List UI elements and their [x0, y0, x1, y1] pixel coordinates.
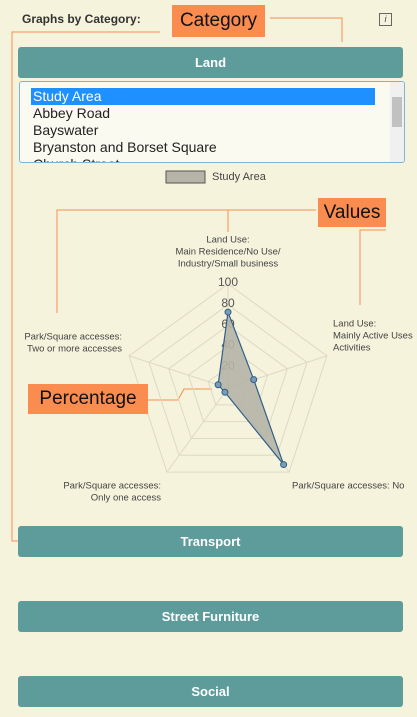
list-item[interactable]: Bayswater — [33, 122, 99, 138]
scroll-thumb[interactable] — [392, 97, 402, 127]
annotation: Values — [318, 198, 386, 227]
axis-label: Park/Square accesses: No — [292, 481, 404, 492]
section-button[interactable]: Land — [18, 47, 403, 78]
grid-ring — [128, 283, 328, 473]
section-button[interactable]: Transport — [18, 526, 403, 557]
legend-label: Study Area — [212, 171, 267, 183]
annotation: Category — [172, 5, 265, 37]
r-tick-label: 80 — [221, 296, 235, 310]
axis-label: Two or more accesses — [27, 344, 122, 355]
axis-label: Land Use: — [206, 235, 249, 246]
radar-point — [214, 381, 222, 389]
scrollbar[interactable] — [390, 82, 404, 162]
grid-ring — [187, 345, 269, 423]
axis-label: Land Use: — [333, 319, 376, 330]
spoke — [166, 387, 229, 473]
annotation-lines — [11, 17, 386, 542]
list-item[interactable]: Bryanston and Borset Square — [33, 139, 217, 155]
annotation: Percentage — [28, 384, 148, 414]
list-item[interactable]: Study Area — [31, 88, 375, 105]
axis-label: Main Residence/No Use/ — [175, 247, 280, 258]
legend-swatch — [165, 170, 206, 184]
info-icon[interactable]: i — [379, 13, 392, 26]
list-item[interactable]: Church Street — [31, 156, 375, 162]
axis-label: Industry/Small business — [178, 259, 279, 270]
radar-point — [224, 308, 232, 316]
axis-label: Mainly Active Uses — [333, 331, 413, 342]
radar-point — [280, 461, 288, 469]
section-button[interactable]: Social — [18, 676, 403, 707]
radar-point — [221, 388, 229, 396]
grid-ring — [148, 304, 308, 456]
axis-label: Activities — [333, 343, 371, 354]
radar-area — [217, 311, 285, 465]
r-tick-label: 100 — [218, 275, 238, 289]
list-item[interactable]: Abbey Road — [33, 105, 111, 121]
axis-label: Park/Square accesses: — [24, 332, 122, 343]
spoke — [128, 355, 229, 389]
area-list[interactable]: Church StreetBryanston and Borset Square… — [19, 81, 405, 163]
panel-title: Graphs by Category: — [22, 12, 141, 26]
axis-label: Park/Square accesses: — [63, 481, 161, 492]
grid-ring — [168, 324, 288, 439]
section-button[interactable]: Street Furniture — [18, 601, 403, 632]
axis-label: Only one access — [91, 493, 161, 504]
radar-point — [250, 376, 258, 384]
